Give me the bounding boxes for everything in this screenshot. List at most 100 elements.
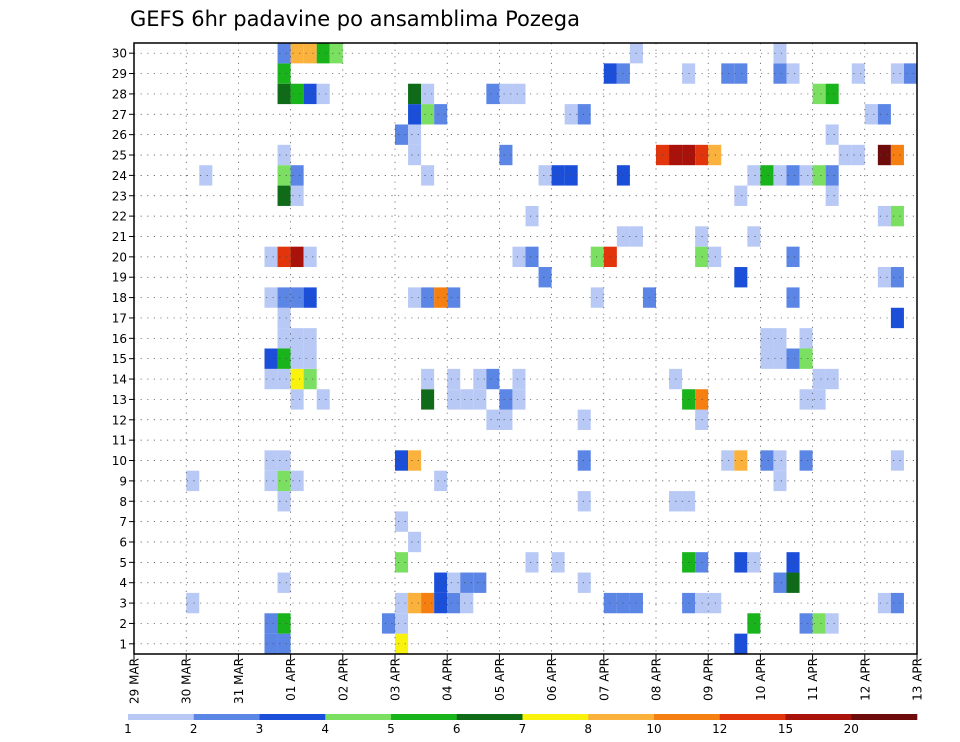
y-tick-label: 8	[119, 495, 127, 509]
heatmap-cell	[786, 246, 800, 268]
heatmap-cell	[303, 328, 317, 349]
heatmap-cell	[447, 572, 461, 593]
heatmap-cell	[512, 368, 526, 390]
heatmap-cell	[499, 144, 513, 166]
x-tick-label: 12 APR	[858, 658, 872, 701]
heatmap-cell	[264, 287, 278, 308]
y-tick-label: 14	[112, 373, 127, 387]
x-tick-label: 02 APR	[336, 658, 350, 701]
heatmap-cell	[264, 348, 278, 369]
x-tick-label: 01 APR	[284, 658, 298, 701]
heatmap-cell	[277, 368, 291, 390]
heatmap-cell	[303, 246, 317, 268]
heatmap-cell	[277, 348, 291, 369]
heatmap-cells	[186, 43, 917, 654]
y-tick-label: 16	[112, 332, 127, 346]
colorbar-segment	[654, 714, 721, 720]
y-tick-label: 28	[112, 87, 127, 101]
heatmap-cell	[421, 368, 435, 390]
heatmap-cell	[277, 185, 291, 206]
heatmap-cell	[890, 592, 904, 614]
colorbar-label: 8	[584, 722, 592, 736]
heatmap-cell	[577, 491, 591, 512]
heatmap-cell	[851, 63, 865, 84]
heatmap-cell	[877, 592, 891, 614]
heatmap-cell	[590, 246, 604, 268]
heatmap-cell	[773, 43, 787, 64]
heatmap-cell	[290, 287, 304, 308]
heatmap-cell	[460, 572, 474, 593]
heatmap-cell	[525, 246, 539, 268]
y-tick-label: 26	[112, 128, 127, 142]
heatmap-cell	[277, 63, 291, 84]
heatmap-cell	[786, 572, 800, 593]
y-tick-label: 29	[112, 67, 127, 81]
heatmap-cell	[395, 633, 409, 654]
heatmap-cell	[773, 470, 787, 492]
x-tick-label: 13 APR	[911, 658, 925, 701]
heatmap-cell	[316, 83, 330, 105]
heatmap-cell	[277, 43, 291, 64]
heatmap-cell	[825, 124, 839, 145]
heatmap-cell	[421, 389, 435, 410]
heatmap-cell	[799, 450, 813, 471]
heatmap-cell	[277, 83, 291, 105]
x-tick-label: 31 MAR	[232, 658, 246, 704]
x-tick-label: 30 MAR	[180, 658, 194, 704]
heatmap-cell	[799, 328, 813, 349]
heatmap-cell	[447, 592, 461, 614]
heatmap-cell	[890, 144, 904, 166]
heatmap-cell	[877, 144, 891, 166]
heatmap-cell	[486, 83, 500, 105]
heatmap-cell	[799, 389, 813, 410]
heatmap-cell	[877, 267, 891, 288]
heatmap-cell	[264, 246, 278, 268]
heatmap-cell	[303, 287, 317, 308]
heatmap-cell	[381, 613, 395, 634]
heatmap-cell	[577, 104, 591, 125]
heatmap-cell	[473, 368, 487, 390]
heatmap-cell	[421, 287, 435, 308]
heatmap-cell	[890, 205, 904, 227]
y-tick-label: 13	[112, 393, 127, 407]
heatmap-cell	[264, 470, 278, 492]
heatmap-cell	[538, 165, 552, 186]
colorbar-segment	[719, 714, 786, 720]
y-tick-label: 6	[119, 535, 127, 549]
heatmap-cell	[825, 165, 839, 186]
heatmap-cell	[838, 144, 852, 166]
heatmap-cell	[512, 389, 526, 410]
heatmap-cell	[499, 409, 513, 430]
heatmap-cell	[747, 552, 761, 573]
heatmap-cell	[760, 328, 774, 349]
heatmap-cell	[395, 552, 409, 573]
heatmap-cell	[786, 287, 800, 308]
heatmap-cell	[734, 185, 748, 206]
heatmap-cell	[277, 613, 291, 634]
colorbar-segment	[588, 714, 655, 720]
colorbar-segment	[128, 714, 195, 720]
y-tick-label: 23	[112, 189, 127, 203]
heatmap-cell	[290, 83, 304, 105]
colorbar: 1 2 3 4 5 6 7 8 10 12 15 20	[124, 714, 918, 736]
y-tick-label: 27	[112, 108, 127, 122]
heatmap-cell	[277, 144, 291, 166]
heatmap-cell	[277, 491, 291, 512]
heatmap-cell	[877, 104, 891, 125]
heatmap-cell	[773, 450, 787, 471]
heatmap-cell	[525, 205, 539, 227]
heatmap-cell	[864, 104, 878, 125]
plot-frame	[133, 42, 918, 655]
y-tick-label: 20	[112, 250, 127, 264]
colorbar-segment	[456, 714, 523, 720]
heatmap-cell	[408, 144, 422, 166]
heatmap-cell	[734, 552, 748, 573]
x-tick-label: 04 APR	[441, 658, 455, 701]
y-tick-label: 2	[119, 617, 127, 631]
heatmap-cell	[825, 83, 839, 105]
heatmap-cell	[290, 185, 304, 206]
heatmap-cell	[851, 144, 865, 166]
heatmap-cell	[421, 104, 435, 125]
heatmap-cell	[773, 572, 787, 593]
heatmap-cell	[421, 165, 435, 186]
